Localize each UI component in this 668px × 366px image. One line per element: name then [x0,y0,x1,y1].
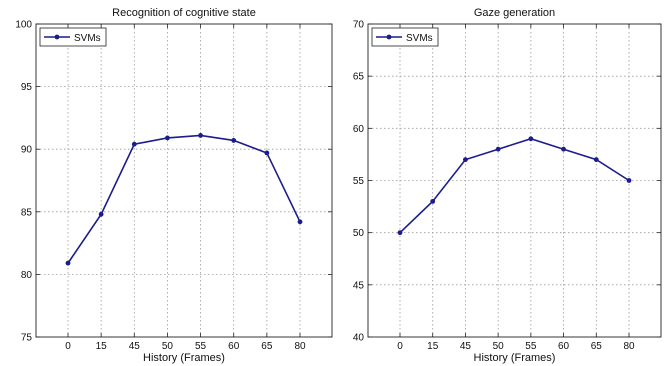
x-axis-label: History (Frames) [143,352,225,364]
y-tick-label: 85 [21,207,33,218]
x-tick-label: 50 [493,341,505,352]
y-tick-label: 95 [21,82,33,93]
x-tick-label: 80 [623,341,635,352]
y-tick-label: 55 [353,176,365,187]
legend-label: SVMs [406,33,433,44]
legend-marker [54,34,60,40]
x-tick-label: 55 [195,341,207,352]
legend-box [39,27,107,47]
x-tick-label: 65 [261,341,273,352]
data-point [98,211,104,217]
data-point [626,178,632,183]
data-point [264,150,270,156]
legend-box [371,27,439,47]
x-tick-label: 50 [162,341,174,352]
y-tick-label: 70 [353,20,365,31]
data-point [593,157,599,163]
data-point [65,260,71,266]
y-tick-label: 40 [353,333,365,344]
y-tick-label: 75 [21,333,33,344]
y-tick-label: 45 [353,280,365,291]
plot-frame [35,23,333,338]
y-tick-label: 60 [353,124,365,135]
data-point [165,135,170,141]
data-point [430,198,436,204]
x-axis-label: History (Frames) [474,352,556,364]
x-tick-label: 60 [228,341,240,352]
legend: SVMs [371,27,439,47]
chart-title: Recognition of cognitive state [112,7,256,19]
y-tick-label: 90 [21,145,33,156]
data-point [198,133,203,138]
data-point [528,136,534,142]
data-point [495,146,501,152]
legend-marker [386,34,392,40]
series-line [399,137,630,234]
x-tick-label: 15 [96,341,108,352]
x-tick-label: 65 [591,341,603,352]
x-tick-label: 15 [427,341,439,352]
y-tick-label: 65 [353,72,365,83]
data-point [131,141,137,147]
data-point [561,146,566,152]
x-tick-label: 55 [525,341,537,352]
x-tick-label: 0 [65,341,71,352]
chart-2: Gaze generation 0 15 45 50 55 60 65 80 40 45 50 55 60… [353,7,662,364]
x-tick-label: 45 [129,341,141,352]
x-tick-label: 60 [558,341,570,352]
series-line [67,134,301,264]
y-tick-label: 100 [15,20,32,31]
y-tick-label: 80 [21,270,33,281]
data-point [463,157,468,163]
legend-label: SVMs [74,33,101,44]
chart-1: Recognition of cognitive state 0 15 45 50 55 6… [15,7,333,364]
legend: SVMs [39,27,107,47]
y-tick-label: 50 [353,228,365,239]
data-point [397,230,403,236]
data-point [231,138,237,143]
x-tick-label: 80 [294,341,306,352]
data-point [297,219,303,225]
chart-title: Gaze generation [474,7,555,19]
x-tick-label: 45 [460,341,472,352]
x-tick-label: 0 [397,341,403,352]
